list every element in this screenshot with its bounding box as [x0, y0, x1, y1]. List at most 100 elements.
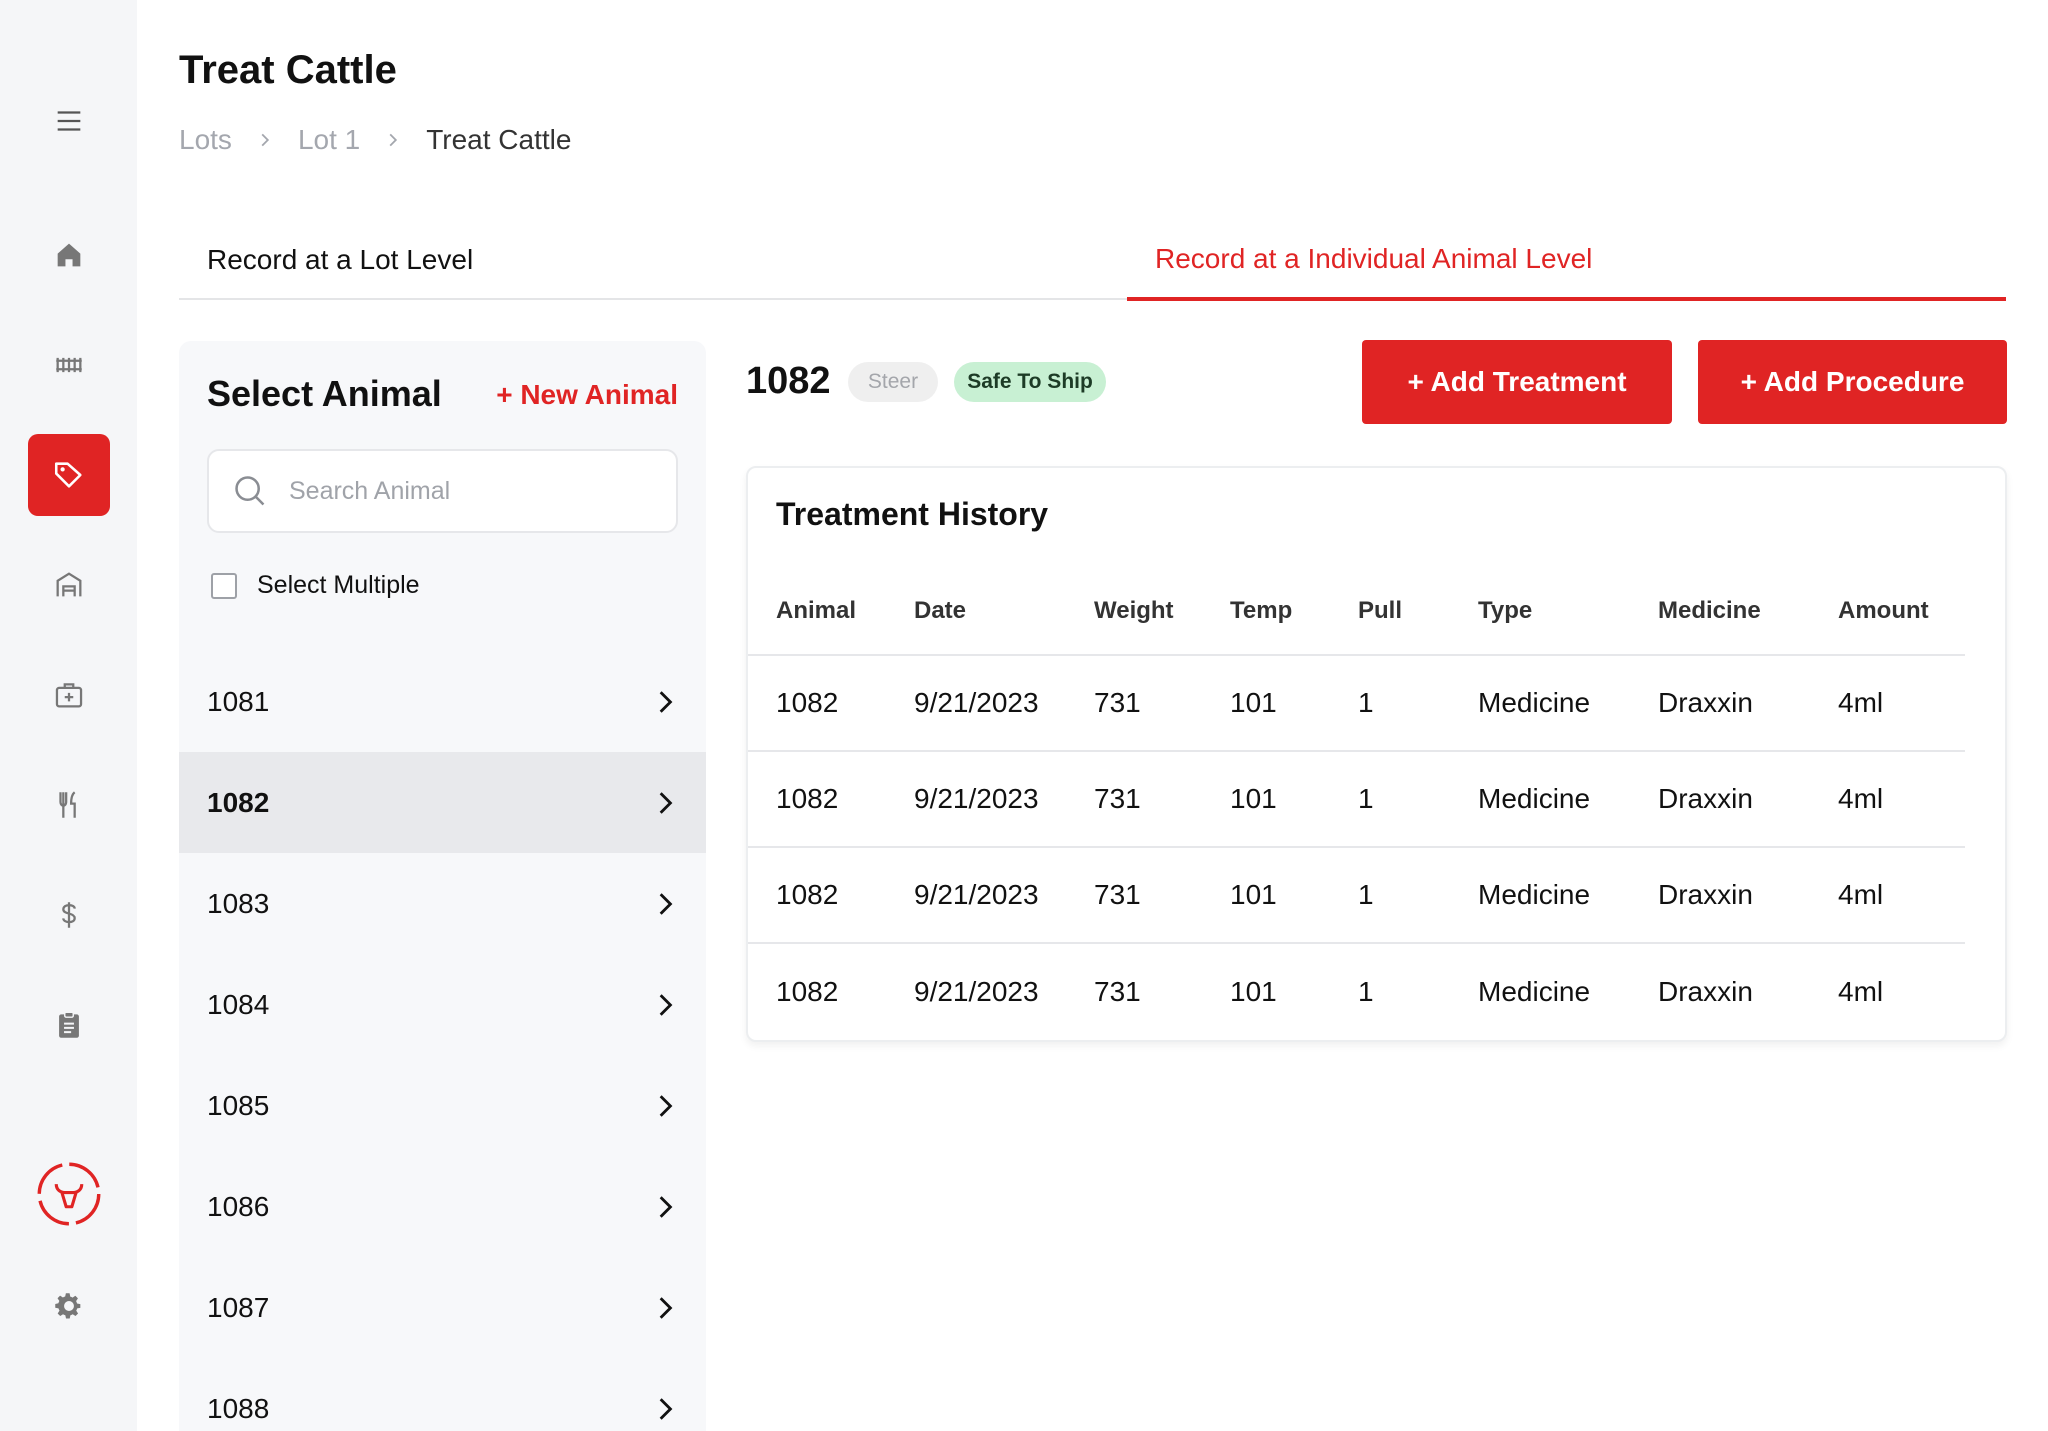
- table-cell: Draxxin: [1658, 783, 1753, 814]
- chevron-right-icon: [258, 133, 272, 147]
- table-cell: Medicine: [1478, 783, 1591, 814]
- bull-logo-icon: [37, 1162, 101, 1226]
- page-title: Treat Cattle: [179, 48, 397, 92]
- sidebar-item-feed[interactable]: [28, 764, 110, 846]
- animal-id: 1088: [207, 1392, 270, 1424]
- sidebar-item-tags[interactable]: [28, 434, 110, 516]
- column-header: Type: [1478, 597, 1533, 624]
- select-multiple-checkbox[interactable]: [211, 572, 237, 599]
- table-cell: 4ml: [1838, 783, 1884, 814]
- table-cell: 1: [1358, 687, 1374, 718]
- column-header: Temp: [1230, 597, 1293, 624]
- table-cell: 1082: [776, 783, 839, 814]
- table-cell: 9/21/2023: [914, 687, 1039, 718]
- table-cell: 1082: [776, 879, 839, 910]
- sidebar-item-reports[interactable]: [28, 984, 110, 1066]
- home-icon: [57, 243, 81, 267]
- breadcrumb-current: Treat Cattle: [426, 124, 572, 155]
- column-header: Amount: [1838, 597, 1929, 624]
- utensils-icon: [59, 791, 76, 818]
- table-cell: Draxxin: [1658, 879, 1753, 910]
- table-cell: Medicine: [1478, 687, 1591, 718]
- medical-kit-icon: [55, 683, 83, 708]
- sidebar: [0, 0, 137, 1431]
- sidebar-item-health[interactable]: [28, 654, 110, 736]
- animal-list-item-selected[interactable]: 1082: [179, 752, 706, 853]
- column-header: Animal: [776, 597, 857, 624]
- table-cell: Draxxin: [1658, 687, 1753, 718]
- breadcrumb: Lots Lot 1 Treat Cattle: [179, 124, 571, 156]
- column-header: Medicine: [1658, 597, 1761, 624]
- sidebar-item-pens[interactable]: [28, 324, 110, 406]
- table-cell: Medicine: [1478, 879, 1591, 910]
- new-animal-button[interactable]: + New Animal: [496, 379, 678, 410]
- chevron-right-icon: [659, 690, 673, 713]
- table-cell: Medicine: [1478, 976, 1591, 1007]
- animal-list-item[interactable]: 1081: [179, 651, 706, 752]
- animal-list-item[interactable]: 1087: [179, 1257, 706, 1358]
- table-cell: 1082: [776, 687, 839, 718]
- sidebar-item-settings[interactable]: [28, 1265, 110, 1347]
- search-input[interactable]: [289, 476, 649, 506]
- treatment-history-card: Treatment History Animal Date Weight Tem…: [746, 466, 2007, 1042]
- add-treatment-button[interactable]: + Add Treatment: [1362, 340, 1672, 424]
- status-badge: Safe To Ship: [954, 362, 1106, 402]
- search-field[interactable]: [207, 449, 678, 533]
- clipboard-icon: [59, 1011, 79, 1038]
- selected-animal-id: 1082: [746, 360, 831, 402]
- chevron-right-icon: [386, 133, 400, 147]
- column-header: Pull: [1358, 597, 1403, 624]
- chevron-right-icon: [659, 1296, 673, 1319]
- tab-lot-level[interactable]: Record at a Lot Level: [207, 244, 474, 275]
- table-cell: 101: [1230, 879, 1277, 910]
- animal-type-badge: Steer: [848, 362, 938, 402]
- breadcrumb-lot[interactable]: Lot 1: [297, 124, 361, 155]
- table-cell: 9/21/2023: [914, 879, 1039, 910]
- animal-list-item[interactable]: 1084: [179, 954, 706, 1055]
- sidebar-item-home[interactable]: [28, 214, 110, 296]
- panel-title: Select Animal: [207, 373, 442, 414]
- table-cell: 9/21/2023: [914, 783, 1039, 814]
- table-cell: 101: [1230, 783, 1277, 814]
- animal-list-item[interactable]: 1088: [179, 1358, 706, 1431]
- column-header: Weight: [1094, 597, 1174, 624]
- table-cell: 4ml: [1838, 976, 1884, 1007]
- select-multiple-label: Select Multiple: [257, 571, 420, 599]
- sidebar-item-barn[interactable]: [28, 544, 110, 626]
- column-header: Date: [914, 597, 967, 624]
- brand-logo[interactable]: [28, 1153, 110, 1235]
- sidebar-item-finance[interactable]: [28, 874, 110, 956]
- select-multiple[interactable]: Select Multiple: [211, 571, 420, 600]
- tab-label: Record at a Individual Animal Level: [1155, 242, 1593, 274]
- table-cell: 1082: [776, 976, 839, 1007]
- fence-icon: [56, 357, 82, 373]
- animal-id: 1082: [207, 786, 270, 818]
- menu-button[interactable]: [28, 80, 110, 162]
- table-cell: 731: [1094, 976, 1141, 1007]
- search-icon: [235, 476, 265, 506]
- table-cell: 1: [1358, 879, 1374, 910]
- table-row: 1082 9/21/2023 731 101 1 Medicine Draxxi…: [748, 848, 1965, 944]
- table-cell: 731: [1094, 687, 1141, 718]
- chevron-right-icon: [659, 791, 673, 814]
- table-cell: Draxxin: [1658, 976, 1753, 1007]
- barn-icon: [56, 572, 82, 597]
- tag-icon: [54, 462, 82, 488]
- chevron-right-icon: [659, 1094, 673, 1117]
- chevron-right-icon: [659, 1397, 673, 1420]
- gear-icon: [55, 1293, 81, 1319]
- animal-list-item[interactable]: 1085: [179, 1055, 706, 1156]
- treatment-history-table: Animal Date Weight Temp Pull Type Medici…: [748, 568, 1965, 1040]
- chevron-right-icon: [659, 892, 673, 915]
- add-procedure-button[interactable]: + Add Procedure: [1698, 340, 2007, 424]
- animal-list-item[interactable]: 1086: [179, 1156, 706, 1257]
- animal-list-item[interactable]: 1083: [179, 853, 706, 954]
- table-row: 1082 9/21/2023 731 101 1 Medicine Draxxi…: [748, 656, 1965, 752]
- treatment-history-title: Treatment History: [776, 496, 1049, 532]
- tab-individual-animal-level[interactable]: Record at a Individual Animal Level: [1127, 220, 2006, 301]
- table-cell: 9/21/2023: [914, 976, 1039, 1007]
- animal-list: 1081 1082 1083 1084 1085 1086 1087 1088: [179, 651, 706, 1431]
- table-cell: 101: [1230, 976, 1277, 1007]
- breadcrumb-lots[interactable]: Lots: [179, 124, 232, 155]
- chevron-right-icon: [659, 993, 673, 1016]
